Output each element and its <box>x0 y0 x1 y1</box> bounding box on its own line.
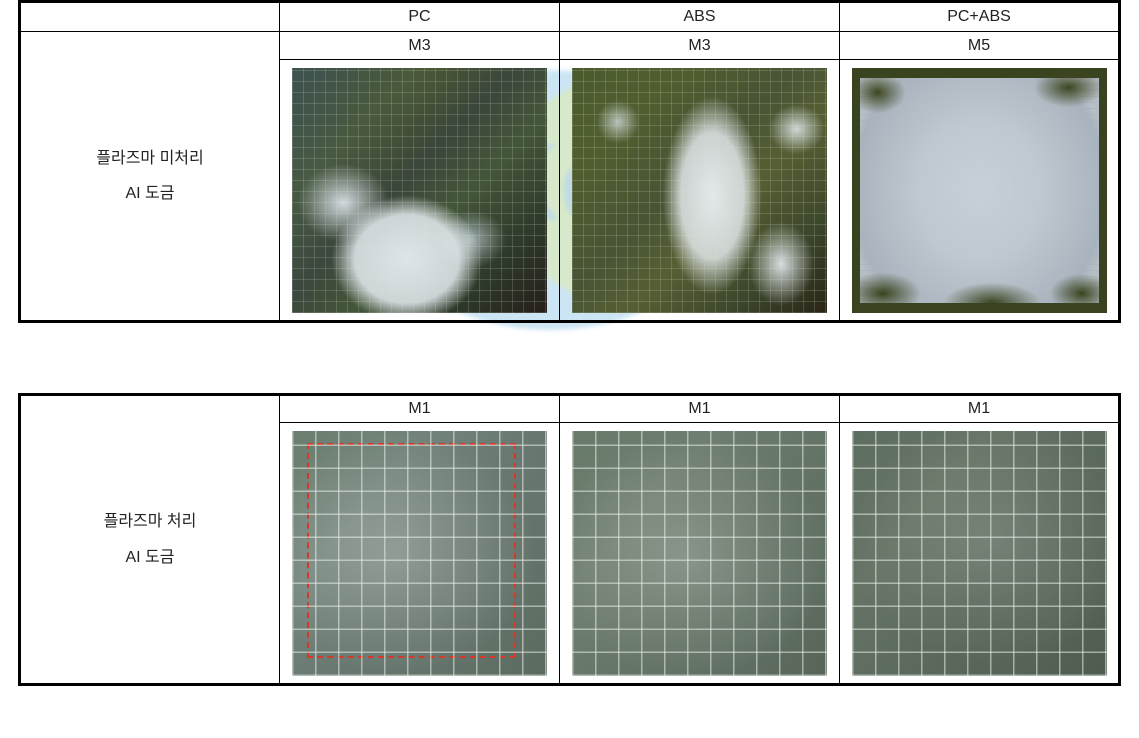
rating-row-untreated: 플라즈마 미처리 AI 도금 M3 M3 M5 <box>20 32 1120 60</box>
rating-row-treated: 플라즈마 처리 AI 도금 M1 M1 M1 <box>20 395 1120 423</box>
cell-pcabs-untreated <box>840 60 1120 322</box>
sample-wrap <box>570 427 829 679</box>
cell-col1-treated <box>280 423 560 685</box>
sample-wrap <box>850 64 1108 316</box>
rowlabel-line2: AI 도금 <box>125 549 174 566</box>
dashed-rect-indicator <box>307 443 516 659</box>
table-untreated: PC ABS PC+ABS 플라즈마 미처리 AI 도금 M3 M3 M5 <box>18 0 1121 323</box>
cell-col2-treated <box>560 423 840 685</box>
material-header-row: PC ABS PC+ABS <box>20 2 1120 32</box>
sample-pc-untreated <box>292 68 547 313</box>
sample-pcabs-untreated <box>852 68 1107 313</box>
sample-wrap <box>290 64 549 316</box>
rowlabel-treated: 플라즈마 처리 AI 도금 <box>20 395 280 685</box>
rating-abs-untreated: M3 <box>560 32 840 60</box>
sample-wrap <box>290 427 549 679</box>
table-treated: 플라즈마 처리 AI 도금 M1 M1 M1 <box>18 393 1121 686</box>
blank-corner <box>20 2 280 32</box>
material-header-pcabs: PC+ABS <box>840 2 1120 32</box>
sample-pcabs-treated <box>852 431 1107 676</box>
cell-pc-untreated <box>280 60 560 322</box>
grid-untreated: PC ABS PC+ABS 플라즈마 미처리 AI 도금 M3 M3 M5 <box>18 0 1121 323</box>
rating-pcabs-untreated: M5 <box>840 32 1120 60</box>
grid-treated: 플라즈마 처리 AI 도금 M1 M1 M1 <box>18 393 1121 686</box>
rating-col1-treated: M1 <box>280 395 560 423</box>
cell-col3-treated <box>840 423 1120 685</box>
sample-abs-treated <box>572 431 827 676</box>
sample-pc-treated <box>292 431 547 676</box>
rowlabel-untreated: 플라즈마 미처리 AI 도금 <box>20 32 280 322</box>
rowlabel-line2: AI 도금 <box>125 185 174 202</box>
cell-abs-untreated <box>560 60 840 322</box>
rating-pc-untreated: M3 <box>280 32 560 60</box>
rating-col2-treated: M1 <box>560 395 840 423</box>
material-header-abs: ABS <box>560 2 840 32</box>
sample-abs-untreated <box>572 68 827 313</box>
rowlabel-line1: 플라즈마 미처리 <box>96 150 204 167</box>
sample-wrap <box>850 427 1108 679</box>
rowlabel-line1: 플라즈마 처리 <box>104 513 197 530</box>
material-header-pc: PC <box>280 2 560 32</box>
rating-col3-treated: M1 <box>840 395 1120 423</box>
sample-wrap <box>570 64 829 316</box>
